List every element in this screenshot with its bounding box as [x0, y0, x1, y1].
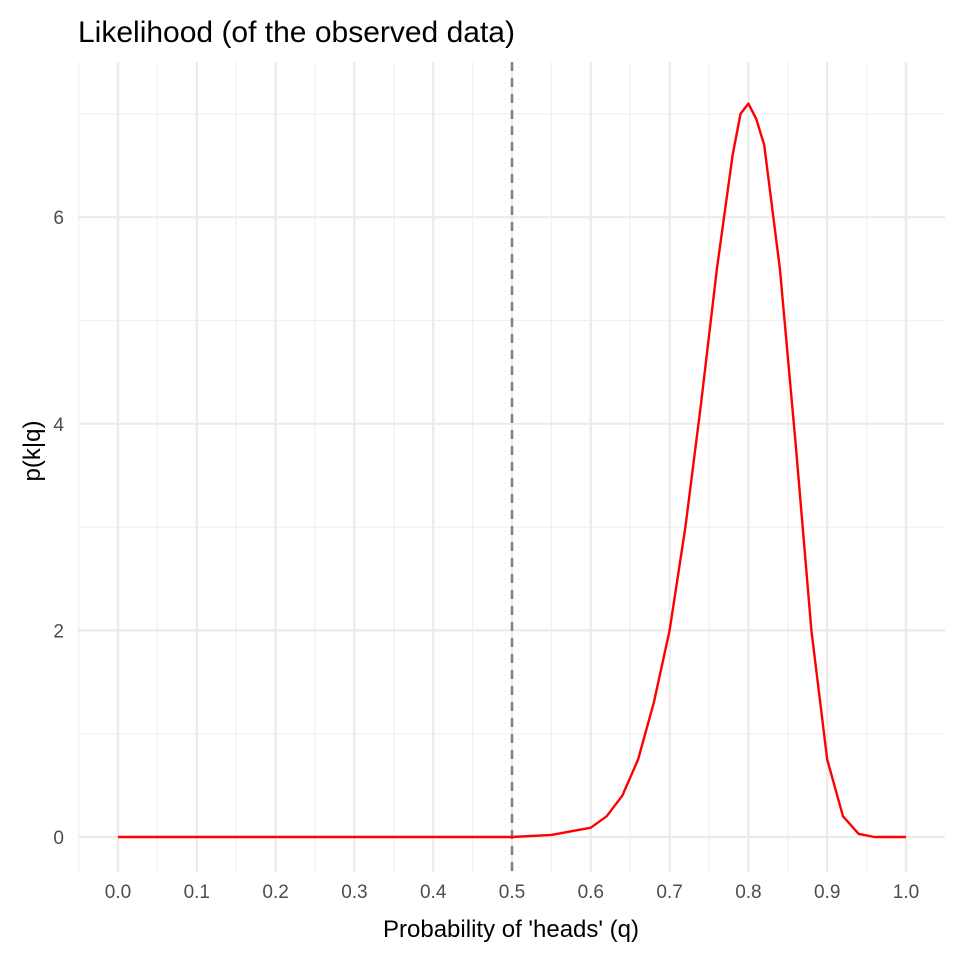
y-axis-title: p(k|q)	[19, 421, 46, 482]
x-tick-label: 0.0	[105, 882, 131, 903]
x-tick-label: 0.3	[341, 882, 367, 903]
y-tick-labels: 0 2 4 6	[53, 208, 64, 849]
y-tick-label: 2	[53, 621, 64, 642]
x-axis-title: Probability of 'heads' (q)	[383, 916, 639, 943]
series-layer	[118, 102, 906, 839]
x-tick-label: 0.7	[656, 882, 682, 903]
likelihood-line	[118, 102, 906, 839]
x-tick-label: 0.4	[420, 882, 447, 903]
x-tick-label: 0.8	[735, 882, 761, 903]
x-tick-label: 0.5	[499, 882, 525, 903]
y-tick-label: 6	[53, 208, 64, 229]
y-tick-label: 4	[53, 415, 64, 436]
x-tick-labels: 0.0 0.1 0.2 0.3 0.4 0.5 0.6 0.7 0.8 0.9 1.0	[105, 882, 919, 903]
x-tick-label: 0.2	[262, 882, 288, 903]
x-tick-label: 0.6	[578, 882, 604, 903]
x-tick-label: 0.1	[184, 882, 210, 903]
x-tick-label: 1.0	[893, 882, 919, 903]
chart-title: Likelihood (of the observed data)	[78, 16, 515, 49]
x-tick-label: 0.9	[814, 882, 840, 903]
y-tick-label: 0	[53, 828, 64, 849]
